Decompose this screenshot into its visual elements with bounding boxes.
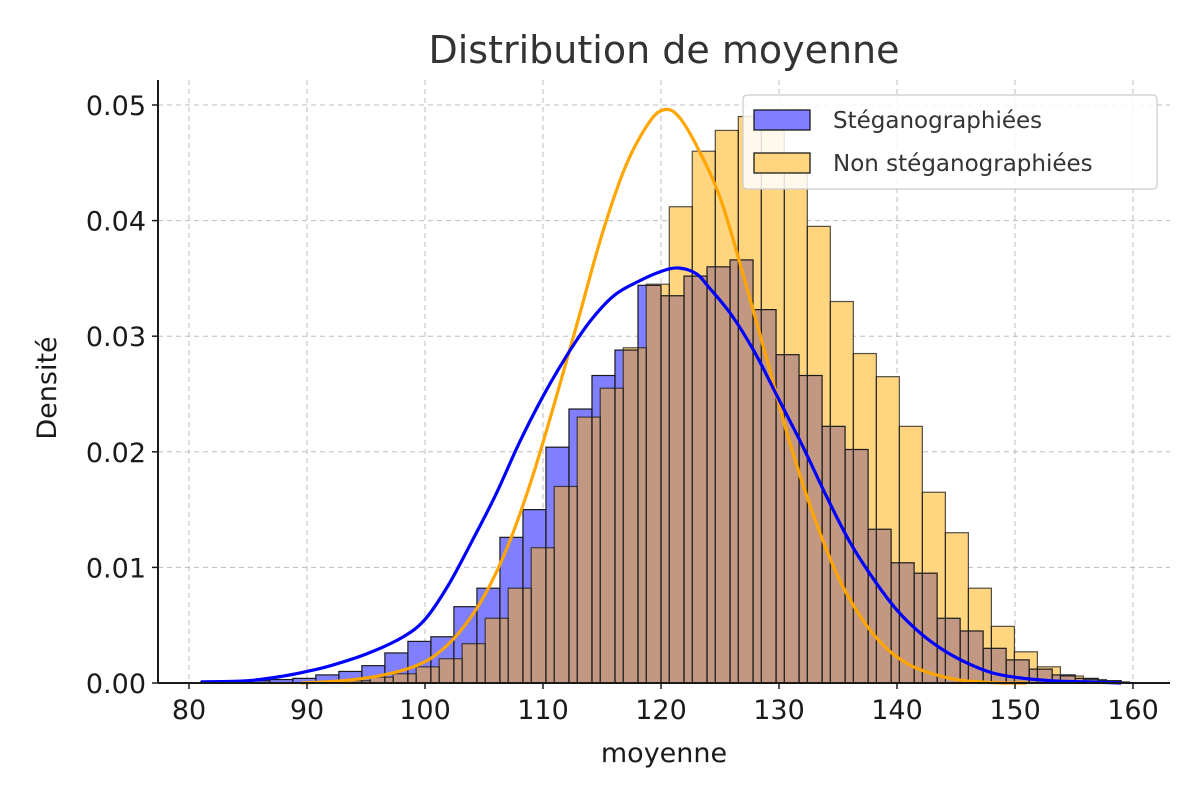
bar-overlap [1006, 659, 1015, 683]
bar-overlap [646, 285, 661, 683]
y-tick-label: 0.00 [86, 669, 146, 700]
bar-overlap [730, 259, 739, 683]
bar-overlap [1060, 676, 1076, 683]
overlap-bars [324, 259, 1122, 683]
bar-overlap [661, 295, 670, 683]
bar-overlap [799, 375, 808, 683]
bar-overlap [1029, 669, 1038, 683]
bar-overlap [416, 666, 431, 683]
bar-overlap [485, 618, 500, 683]
y-tick-label: 0.03 [86, 322, 146, 353]
kde-line-nonstego [301, 107, 1027, 685]
legend-swatch-stego [753, 109, 811, 131]
x-ticks: 80 90 100 110 120 130 140 150 160 [172, 683, 1159, 726]
bar-overlap [715, 266, 731, 683]
x-tick-label: 160 [1107, 695, 1159, 726]
bar-overlap [623, 350, 638, 683]
bar-overlap [568, 486, 578, 683]
bar-overlap [1052, 674, 1061, 683]
bar-overlap [899, 562, 915, 683]
bar-overlap [914, 573, 923, 683]
y-tick-label: 0.05 [86, 91, 146, 122]
bar-overlap [591, 417, 601, 683]
bar-overlap [669, 295, 685, 683]
bar-stego [269, 679, 293, 683]
bar-overlap [600, 388, 615, 683]
bar-overlap [876, 529, 892, 683]
bar-overlap [753, 309, 762, 683]
x-tick-label: 140 [871, 695, 923, 726]
bar-overlap [430, 666, 440, 683]
bar-overlap [761, 309, 777, 683]
bar-overlap [707, 266, 716, 683]
bar-overlap [891, 562, 900, 683]
bar-overlap [453, 658, 463, 683]
y-ticks: 0.00 0.01 0.02 0.03 0.04 0.05 [86, 91, 158, 700]
x-tick-label: 100 [399, 695, 451, 726]
bar-overlap [922, 573, 938, 683]
x-tick-label: 120 [635, 695, 687, 726]
bar-overlap [531, 547, 546, 683]
bar-overlap [577, 417, 592, 683]
y-tick-label: 0.02 [86, 438, 146, 469]
bar-overlap [522, 588, 532, 683]
x-tick-label: 150 [989, 695, 1041, 726]
bar-stego [315, 674, 339, 683]
legend: Stéganographiées Non stéganographiées [742, 94, 1158, 190]
bar-overlap [370, 677, 385, 683]
axes [157, 80, 1170, 684]
kde-curves [200, 107, 1122, 685]
bar-stego [246, 680, 270, 683]
bar-overlap [393, 673, 408, 683]
bar-overlap [637, 347, 647, 683]
y-tick-label: 0.01 [86, 553, 146, 584]
bar-overlap [776, 354, 785, 683]
x-tick-label: 80 [172, 695, 206, 726]
chart-title: Distribution de moyenne [428, 28, 899, 72]
bar-overlap [462, 643, 477, 683]
x-tick-label: 90 [290, 695, 324, 726]
x-tick-label: 130 [753, 695, 805, 726]
bar-overlap [508, 588, 523, 683]
bar-overlap [554, 486, 569, 683]
bar-overlap [784, 354, 800, 683]
bar-overlap [692, 276, 708, 683]
bar-overlap [807, 375, 823, 683]
bar-stego [338, 671, 362, 683]
bar-overlap [361, 680, 371, 683]
bar-overlap [738, 259, 754, 683]
bar-overlap [991, 648, 1007, 683]
bar-overlap [968, 630, 984, 683]
bar-overlap [822, 426, 831, 683]
x-tick-label: 110 [517, 695, 569, 726]
bar-overlap [614, 388, 624, 683]
bar-overlap [499, 618, 509, 683]
bar-overlap [960, 630, 969, 683]
bar-overlap [868, 529, 877, 683]
bar-overlap [983, 648, 992, 683]
bar-overlap [684, 276, 693, 683]
x-axis-label: moyenne [601, 738, 727, 769]
bar-stego [292, 678, 316, 683]
bar-overlap [347, 680, 362, 683]
bar-overlap [439, 658, 454, 683]
legend-swatch-nonstego [753, 152, 811, 174]
bar-overlap [845, 449, 854, 683]
bar-overlap [384, 677, 394, 683]
legend-label-nonstego: Non stéganographiées [833, 151, 1093, 177]
bar-overlap [945, 618, 961, 683]
y-axis-label: Densité [32, 336, 63, 439]
y-tick-label: 0.04 [86, 207, 146, 238]
legend-label-stego: Stéganographiées [833, 108, 1042, 134]
legend-frame [742, 94, 1158, 190]
bar-overlap [830, 426, 846, 683]
kde-line-stego [200, 266, 1122, 685]
bar-overlap [545, 547, 555, 683]
bar-overlap [407, 673, 417, 683]
bar-overlap [476, 643, 486, 683]
